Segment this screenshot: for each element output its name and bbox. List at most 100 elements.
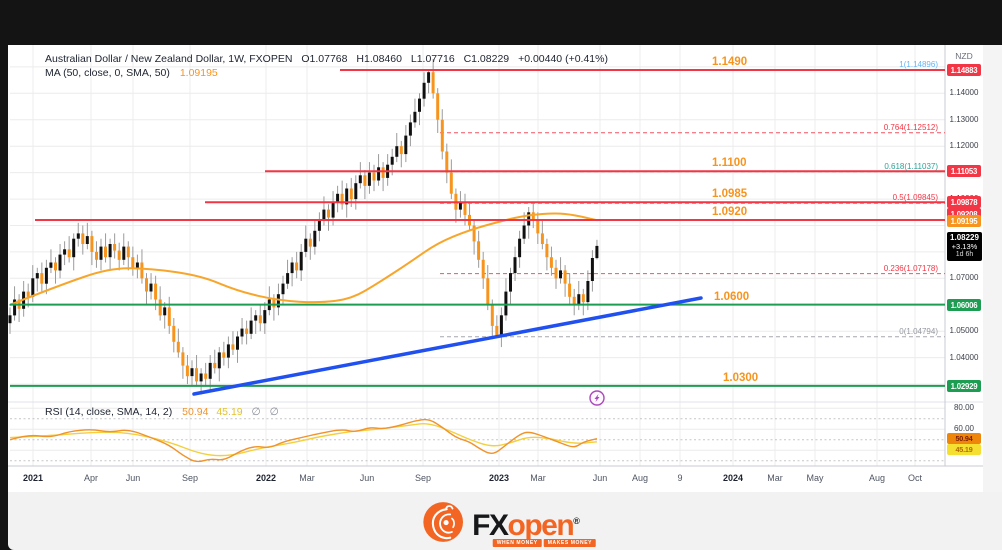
candle-body xyxy=(195,368,198,382)
time-label-2024[interactable]: 2024 xyxy=(722,473,744,483)
fib-label-0.618(1.11037)[interactable]: 0.618(1.11037) xyxy=(884,162,938,171)
candle-body xyxy=(276,294,280,308)
candle-body xyxy=(145,278,148,292)
candle-body xyxy=(181,352,185,366)
level-label-1.0600[interactable]: 1.0600 xyxy=(714,291,750,303)
candle-body xyxy=(440,119,444,152)
candle-body xyxy=(99,246,103,260)
candle-body xyxy=(72,238,76,258)
trendline[interactable] xyxy=(192,296,703,396)
candle-body xyxy=(90,236,94,252)
level-label-1.1100[interactable]: 1.1100 xyxy=(712,157,747,169)
candle-body xyxy=(213,362,217,369)
candle-body xyxy=(527,212,531,226)
time-label-Jun[interactable]: Jun xyxy=(359,473,375,483)
bar-countdown: 1d 6h xyxy=(955,251,974,258)
fib-label-1(1.14896)[interactable]: 1(1.14896) xyxy=(899,60,938,69)
candle-body xyxy=(8,315,12,324)
registered-mark: ® xyxy=(573,516,580,526)
candle-body xyxy=(336,193,340,202)
rsi-empty-1: ∅ xyxy=(251,406,261,418)
fib-label-0(1.04794)[interactable]: 0(1.04794) xyxy=(899,327,938,336)
time-label-Mar[interactable]: Mar xyxy=(530,473,546,483)
level-label-1.0300[interactable]: 1.0300 xyxy=(723,372,759,384)
candle-body xyxy=(358,175,362,184)
time-label-2023[interactable]: 2023 xyxy=(488,473,510,483)
candle-body xyxy=(76,233,80,239)
candle-body xyxy=(58,254,62,271)
ma-legend-value: 1.09195 xyxy=(179,67,218,79)
time-label-Mar[interactable]: Mar xyxy=(299,473,315,483)
candle-body xyxy=(304,238,308,252)
time-label-Mar[interactable]: Mar xyxy=(767,473,783,483)
rsi-legend[interactable]: RSI (14, close, SMA, 14, 2) 50.94 45.19 … xyxy=(45,406,279,418)
price-tick-1.04000: 1.04000 xyxy=(949,353,979,362)
candle-body xyxy=(481,259,485,279)
candle-body xyxy=(149,283,153,292)
time-label-Aug[interactable]: Aug xyxy=(631,473,649,483)
current-change-pct: +3.13% xyxy=(951,241,978,251)
candle-body xyxy=(231,344,235,350)
time-label-Sep[interactable]: Sep xyxy=(414,473,432,483)
chart-canvas[interactable] xyxy=(8,45,983,492)
time-label-9[interactable]: 9 xyxy=(677,473,683,483)
ma-legend[interactable]: MA (50, close, 0, SMA, 50) 1.09195 xyxy=(45,67,218,79)
candle-body xyxy=(172,325,176,342)
candle-body xyxy=(299,251,303,271)
time-label-May[interactable]: May xyxy=(806,473,824,483)
candle-body xyxy=(349,188,353,200)
rsi-badge-45.19: 45.19 xyxy=(947,444,981,455)
symbol-legend[interactable]: Australian Dollar / New Zealand Dollar, … xyxy=(45,53,608,65)
price-tick-1.05000: 1.05000 xyxy=(949,326,979,335)
time-label-2022[interactable]: 2022 xyxy=(255,473,277,483)
time-label-Jun[interactable]: Jun xyxy=(592,473,608,483)
candle-body xyxy=(208,362,212,379)
price-tick-1.13000: 1.13000 xyxy=(949,115,979,124)
fib-label-0.236(1.07178)[interactable]: 0.236(1.07178) xyxy=(883,264,938,273)
rsi-tick-60.00: 60.00 xyxy=(953,424,975,433)
level-label-1.0985[interactable]: 1.0985 xyxy=(712,188,748,200)
candle-body xyxy=(381,167,385,178)
candle-body xyxy=(522,225,526,239)
candle-body xyxy=(140,262,144,279)
candle-body xyxy=(590,258,594,281)
ohlc-low: L1.07716 xyxy=(410,53,455,65)
level-label-1.0920[interactable]: 1.0920 xyxy=(712,206,748,218)
candle-body xyxy=(95,251,98,260)
rsi-value-1: 50.94 xyxy=(182,406,209,418)
fxopen-logo-icon xyxy=(423,502,464,542)
ma-price-badge: 1.09195 xyxy=(947,215,981,227)
candle-body xyxy=(185,365,189,377)
candle-body xyxy=(563,270,567,284)
candle-body xyxy=(495,325,499,337)
candle-body xyxy=(272,299,276,308)
candle-body xyxy=(222,352,226,358)
ma50-line[interactable] xyxy=(9,212,598,306)
rsi-line xyxy=(9,418,598,463)
brand-fx: FX xyxy=(472,509,509,542)
candle-body xyxy=(395,146,399,157)
rsi-value-2: 45.19 xyxy=(216,406,243,418)
ohlc-close: C1.08229 xyxy=(463,53,510,65)
candle-body xyxy=(490,304,494,326)
fib-label-0.764(1.12512)[interactable]: 0.764(1.12512) xyxy=(883,123,938,132)
rsi-ma-line xyxy=(9,423,598,457)
candle-body xyxy=(449,172,453,194)
time-label-Jun[interactable]: Jun xyxy=(125,473,141,483)
price-tick-1.07000: 1.07000 xyxy=(949,273,979,282)
tagline-left: when money xyxy=(492,539,542,547)
candle-body xyxy=(518,238,522,258)
level-label-1.1490[interactable]: 1.1490 xyxy=(712,56,748,68)
candle-body xyxy=(154,283,158,300)
time-label-Aug[interactable]: Aug xyxy=(868,473,886,483)
time-label-Apr[interactable]: Apr xyxy=(83,473,99,483)
candle-body xyxy=(126,246,130,258)
time-label-Sep[interactable]: Sep xyxy=(181,473,199,483)
fib-label-0.5(1.09845)[interactable]: 0.5(1.09845) xyxy=(892,193,938,202)
rsi-badge-50.94: 50.94 xyxy=(947,433,981,444)
time-label-2021[interactable]: 2021 xyxy=(22,473,44,483)
time-label-Oct[interactable]: Oct xyxy=(907,473,923,483)
candle-body xyxy=(54,262,57,271)
fxopen-tagline: when money makes money xyxy=(492,539,597,547)
